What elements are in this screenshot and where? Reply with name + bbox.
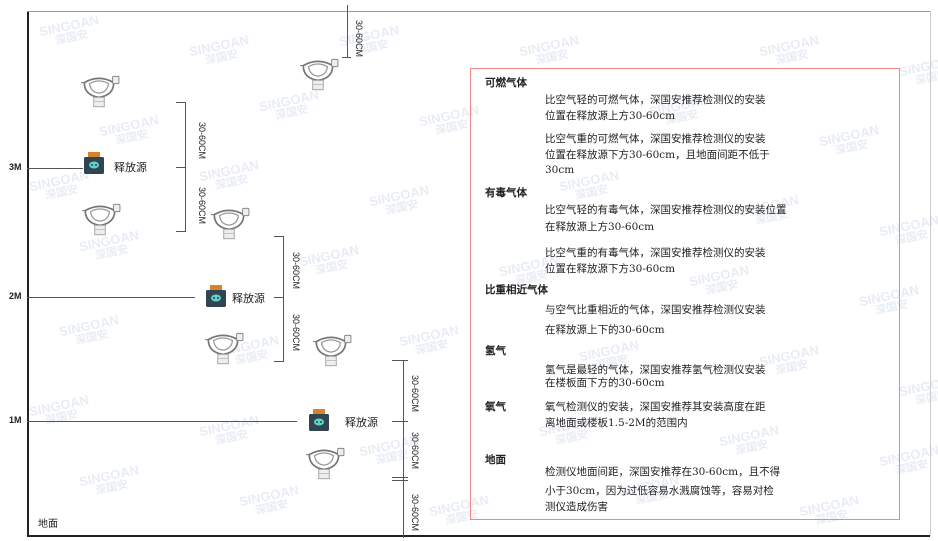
dimension-tick — [274, 236, 283, 237]
watermark: SINGOAN 深国安 — [77, 461, 141, 498]
watermark: SINGOAN 深国安 — [57, 311, 121, 348]
dimension-tick — [176, 167, 185, 168]
watermark: SINGOAN 深国安 — [37, 11, 101, 48]
release-source-icon — [204, 284, 228, 308]
watermark: SINGOAN 深国安 — [197, 156, 261, 193]
section-text-line: 位置在释放源下方30-60cm，且地面间距不低于 — [545, 149, 770, 161]
section-title: 氧气 — [485, 401, 506, 413]
release-source-icon — [307, 408, 331, 432]
gas-detector-icon — [303, 446, 345, 480]
section-text-line: 在释放源上方30-60cm — [545, 221, 655, 233]
section-text-line: 离地面或楼板1.5-2M的范围内 — [545, 417, 688, 429]
dimension-tick — [176, 102, 185, 103]
section-text-line: 在释放源上下的30-60cm — [545, 324, 665, 336]
level-3m-line — [27, 168, 83, 169]
section-text-line: 氧气检测仪的安装，深国安推荐其安装高度在距 — [545, 401, 766, 413]
dimension-line — [403, 360, 404, 538]
dimension-label: 30-60CM — [291, 252, 301, 290]
dimension-label: 30-60CM — [410, 432, 420, 470]
dimension-tick — [274, 361, 283, 362]
section-text-line: 位置在释放源下方30-60cm — [545, 263, 676, 275]
level-2m: 2M — [9, 291, 22, 301]
dimension-line — [185, 102, 186, 232]
dimension-label: 30-60CM — [410, 375, 420, 413]
release-source-label: 释放源 — [114, 161, 147, 174]
dimension-label: 30-60CM — [291, 314, 301, 352]
level-3m: 3M — [9, 162, 22, 172]
gas-detector-icon — [208, 206, 250, 240]
watermark: SINGOAN 深国安 — [297, 241, 361, 278]
level-2m-line — [27, 297, 195, 298]
section-title: 氢气 — [485, 345, 506, 357]
section-text-line: 比空气轻的有毒气体，深国安推荐检测仪的安装位置 — [545, 204, 787, 216]
right-edge-line — [930, 11, 931, 536]
watermark: SINGOAN 深国安 — [187, 31, 251, 68]
dimension-line — [283, 236, 284, 362]
section-text-line: 比空气重的可燃气体，深国安推荐检测仪的安装 — [545, 133, 766, 145]
dimension-label: 30-60CM — [410, 494, 420, 532]
section-title: 地面 — [485, 454, 506, 466]
watermark: SINGOAN 深国安 — [97, 111, 161, 148]
floor-line — [27, 535, 930, 537]
info-box — [470, 68, 900, 520]
section-text-line: 位置在释放源上方30-60cm — [545, 110, 676, 122]
gas-detector-icon — [78, 74, 120, 108]
section-text-line: 检测仪地面间距，深国安推荐在30-60cm，且不得 — [545, 466, 781, 478]
watermark: SINGOAN 深国安 — [397, 321, 461, 358]
dimension-break — [392, 480, 408, 481]
section-text-line: 小于30cm，因为过低容易水溅腐蚀等，容易对检 — [545, 485, 774, 497]
gas-detector-icon — [310, 333, 352, 367]
dimension-label: 30-60CM — [197, 187, 207, 225]
watermark: SINGOAN 深国安 — [517, 31, 581, 68]
dimension-label: 30-60CM — [197, 122, 207, 160]
gas-detector-icon — [79, 202, 121, 236]
section-text-line: 测仪造成伤害 — [545, 501, 608, 513]
gas-detector-icon — [297, 57, 339, 91]
gas-detector-icon — [202, 331, 244, 365]
dimension-break — [392, 477, 408, 478]
section-text-line: 与空气比重相近的气体，深国安推荐检测仪安装 — [545, 304, 766, 316]
section-text-line: 在楼板面下方的30-60cm — [545, 377, 665, 389]
section-text-line: 比空气轻的可燃气体，深国安推荐检测仪的安装 — [545, 94, 766, 106]
release-source-label: 释放源 — [345, 416, 378, 429]
watermark: SINGOAN 深国安 — [257, 86, 321, 123]
level-1m-line — [27, 421, 297, 422]
watermark: SINGOAN 深国安 — [197, 411, 261, 448]
section-title: 可燃气体 — [485, 77, 527, 89]
ceiling-line — [27, 11, 930, 12]
section-text-line: 30cm — [545, 164, 575, 176]
dimension-tick — [392, 360, 408, 361]
wall-line — [27, 11, 29, 536]
section-text-line: 氢气是最轻的气体，深国安推荐氢气检测仪安装 — [545, 364, 766, 376]
dimension-tick — [176, 231, 185, 232]
section-text-line: 比空气重的有毒气体，深国安推荐检测仪的安装 — [545, 247, 766, 259]
dimension-line — [347, 5, 348, 58]
watermark: SINGOAN 深国安 — [27, 391, 91, 428]
dimension-tick — [392, 421, 408, 422]
section-title: 比重相近气体 — [485, 284, 548, 296]
dimension-label: 30-60CM — [354, 20, 364, 58]
level-1m: 1M — [9, 415, 22, 425]
dimension-tick — [274, 297, 283, 298]
release-source-label: 释放源 — [232, 292, 265, 305]
section-title: 有毒气体 — [485, 187, 527, 199]
ground-label: 地面 — [38, 519, 58, 530]
dimension-tick — [342, 57, 351, 58]
watermark: SINGOAN 深国安 — [897, 51, 938, 88]
watermark: SINGOAN 深国安 — [757, 31, 821, 68]
release-source-icon — [82, 151, 106, 175]
watermark: SINGOAN 深国安 — [367, 181, 431, 218]
watermark: SINGOAN 深国安 — [897, 371, 938, 408]
watermark: SINGOAN 深国安 — [237, 481, 301, 518]
